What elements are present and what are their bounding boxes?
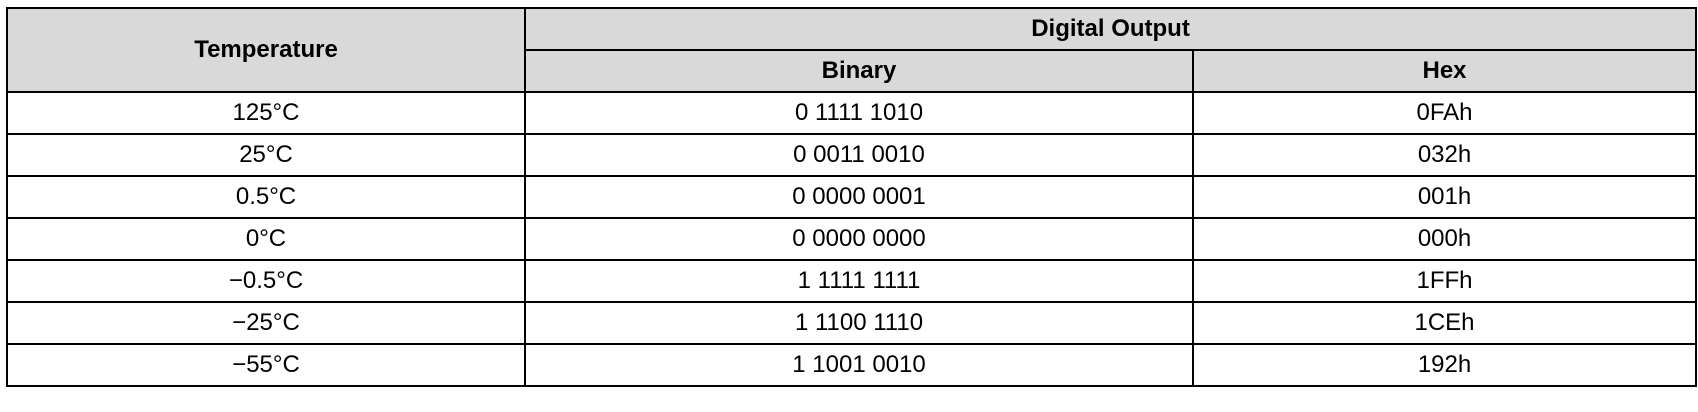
cell-hex: 1CEh bbox=[1191, 301, 1698, 345]
cell-binary: 1 1100 1110 bbox=[524, 301, 1194, 345]
cell-binary: 0 1111 1010 bbox=[524, 91, 1194, 135]
cell-hex: 192h bbox=[1191, 343, 1698, 387]
header-row-top: Temperature Digital Output bbox=[6, 7, 1698, 93]
header-digital-output: Digital Output bbox=[523, 7, 1698, 51]
table-header: Temperature Digital Output Binary Hex bbox=[6, 7, 1698, 93]
cell-temperature: −55°C bbox=[6, 343, 526, 387]
header-temperature: Temperature bbox=[6, 7, 526, 93]
cell-hex: 0FAh bbox=[1191, 91, 1698, 135]
table-row: 125°C 0 1111 1010 0FAh bbox=[6, 91, 1698, 135]
table-container: Temperature Digital Output Binary Hex 12… bbox=[6, 7, 1698, 387]
cell-temperature: 0°C bbox=[6, 217, 526, 261]
cell-temperature: 0.5°C bbox=[6, 175, 526, 219]
table-row: 0°C 0 0000 0000 000h bbox=[6, 217, 1698, 261]
cell-temperature: −0.5°C bbox=[6, 259, 526, 303]
table-row: 25°C 0 0011 0010 032h bbox=[6, 133, 1698, 177]
header-binary: Binary bbox=[524, 49, 1194, 93]
cell-binary: 0 0000 0000 bbox=[524, 217, 1194, 261]
cell-hex: 001h bbox=[1191, 175, 1698, 219]
cell-hex: 000h bbox=[1191, 217, 1698, 261]
cell-binary: 0 0011 0010 bbox=[524, 133, 1194, 177]
cell-binary: 1 1111 1111 bbox=[524, 259, 1194, 303]
cell-temperature: −25°C bbox=[6, 301, 526, 345]
header-row-sub: Binary Hex bbox=[7, 49, 1698, 93]
cell-hex: 1FFh bbox=[1191, 259, 1698, 303]
temperature-conversion-table: Temperature Digital Output Binary Hex 12… bbox=[6, 7, 1698, 387]
table-row: −55°C 1 1001 0010 192h bbox=[6, 343, 1698, 387]
cell-temperature: 25°C bbox=[6, 133, 526, 177]
cell-temperature: 125°C bbox=[6, 91, 526, 135]
table-body: 125°C 0 1111 1010 0FAh 25°C 0 0011 0010 … bbox=[6, 91, 1698, 387]
table-row: −0.5°C 1 1111 1111 1FFh bbox=[6, 259, 1698, 303]
cell-binary: 1 1001 0010 bbox=[524, 343, 1194, 387]
cell-hex: 032h bbox=[1191, 133, 1698, 177]
header-hex: Hex bbox=[1191, 49, 1698, 93]
table-row: 0.5°C 0 0000 0001 001h bbox=[6, 175, 1698, 219]
table-row: −25°C 1 1100 1110 1CEh bbox=[6, 301, 1698, 345]
cell-binary: 0 0000 0001 bbox=[524, 175, 1194, 219]
